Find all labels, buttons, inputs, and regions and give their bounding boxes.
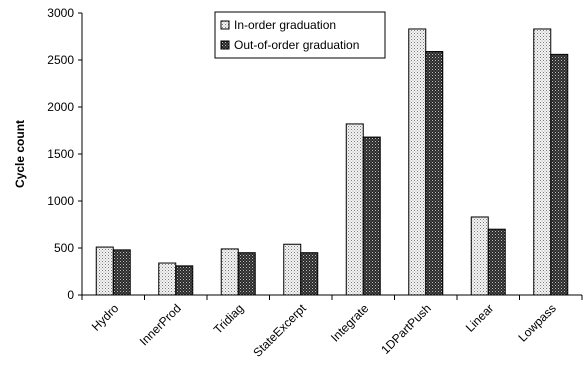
y-tick-label: 500 bbox=[54, 241, 74, 255]
y-tick-label: 3000 bbox=[47, 6, 74, 20]
legend-swatch-in-order bbox=[220, 20, 230, 30]
bar-out-of-order-1dpartpush bbox=[425, 51, 444, 296]
bar-out-of-order-hydro bbox=[112, 249, 131, 296]
bar-in-order-innerprod bbox=[158, 262, 177, 296]
y-tick-label: 2500 bbox=[47, 53, 74, 67]
y-tick-label: 0 bbox=[67, 288, 74, 302]
bar-out-of-order-linear bbox=[487, 228, 506, 296]
bar-in-order-stateexcerpt bbox=[283, 243, 302, 296]
y-axis-label: Cycle count bbox=[13, 120, 27, 188]
bar-out-of-order-stateexcerpt bbox=[300, 252, 319, 296]
bar-out-of-order-tridiag bbox=[237, 252, 256, 296]
category-label: Hydro bbox=[89, 301, 122, 334]
bar-in-order-hydro bbox=[95, 246, 114, 296]
bar-in-order-1dpartpush bbox=[408, 28, 427, 296]
bar-in-order-lowpass bbox=[533, 28, 552, 296]
y-tick-label: 1500 bbox=[47, 147, 74, 161]
category-label: Integrate bbox=[328, 301, 372, 345]
legend-label: In-order graduation bbox=[234, 18, 336, 32]
legend-box bbox=[214, 11, 386, 59]
legend-swatch-out-of-order bbox=[220, 40, 230, 50]
bar-out-of-order-lowpass bbox=[550, 53, 569, 296]
category-label: Lowpass bbox=[515, 301, 558, 344]
bar-in-order-linear bbox=[470, 216, 489, 296]
category-label: Linear bbox=[463, 301, 496, 334]
y-tick-label: 2000 bbox=[47, 100, 74, 114]
bar-out-of-order-integrate bbox=[362, 136, 381, 296]
bar-out-of-order-innerprod bbox=[175, 265, 194, 296]
bar-in-order-integrate bbox=[345, 123, 364, 296]
legend-label: Out-of-order graduation bbox=[234, 38, 359, 52]
y-tick-label: 1000 bbox=[47, 194, 74, 208]
category-label: InnerProd bbox=[137, 301, 184, 348]
bar-in-order-tridiag bbox=[220, 248, 239, 296]
category-label: StateExcerpt bbox=[250, 301, 309, 360]
category-label: 1DPartPush bbox=[378, 301, 434, 357]
category-label: Tridiag bbox=[211, 301, 247, 337]
